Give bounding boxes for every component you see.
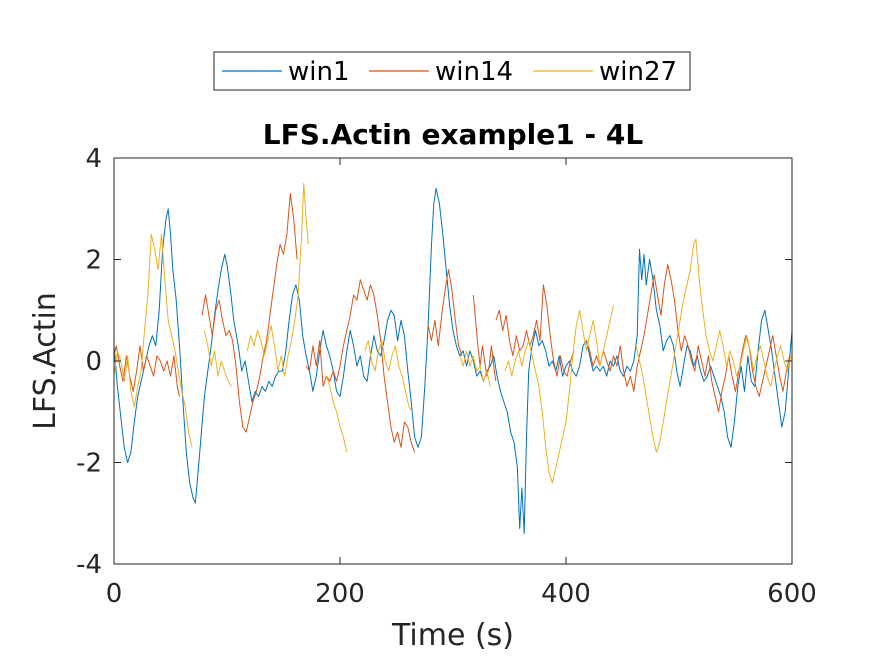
y-tick-label: -4 <box>76 550 102 580</box>
legend-box <box>213 51 691 91</box>
series-win14-segment-6 <box>585 264 791 413</box>
x-tick-label: 600 <box>767 579 817 609</box>
x-tick-label: 200 <box>315 579 365 609</box>
series-win27-segment-2 <box>246 182 309 377</box>
series-win14-segment-2 <box>305 279 416 453</box>
legend-label-win1: win1 <box>288 57 350 87</box>
series-win27-segment-5 <box>459 350 491 387</box>
plot-area <box>114 158 792 564</box>
series-win27-segment-6 <box>504 305 614 484</box>
series-layer <box>113 182 793 534</box>
series-win27-segment-0 <box>113 233 193 448</box>
series-win1-segment-0 <box>113 187 793 534</box>
chart-title: LFS.Actin example1 - 4L <box>263 118 644 151</box>
series-win14-segment-4 <box>472 294 497 382</box>
series-win27-segment-7 <box>635 238 792 453</box>
legend: win1 win14 win27 <box>213 51 691 91</box>
ticks-layer: 0 200 400 600 -4 -2 0 2 4 <box>76 144 817 609</box>
y-tick-label: 4 <box>85 144 102 174</box>
y-tick-label: 0 <box>85 347 102 377</box>
y-axis-label: LFS.Actin <box>28 292 63 430</box>
series-win27-segment-1 <box>203 330 232 387</box>
series-win14-segment-3 <box>427 269 463 357</box>
y-tick-label: -2 <box>76 449 102 479</box>
x-tick-label: 0 <box>106 579 123 609</box>
series-win14-segment-0 <box>113 345 180 397</box>
legend-label-win27: win27 <box>599 57 677 87</box>
x-tick-label: 400 <box>541 579 591 609</box>
series-win14-segment-5 <box>495 284 575 377</box>
legend-label-win14: win14 <box>435 57 513 87</box>
series-win27-segment-4 <box>364 340 413 413</box>
series-win14-segment-1 <box>201 193 298 433</box>
x-axis-label: Time (s) <box>391 618 514 653</box>
y-tick-label: 2 <box>85 246 102 276</box>
series-win27-segment-3 <box>325 376 348 453</box>
